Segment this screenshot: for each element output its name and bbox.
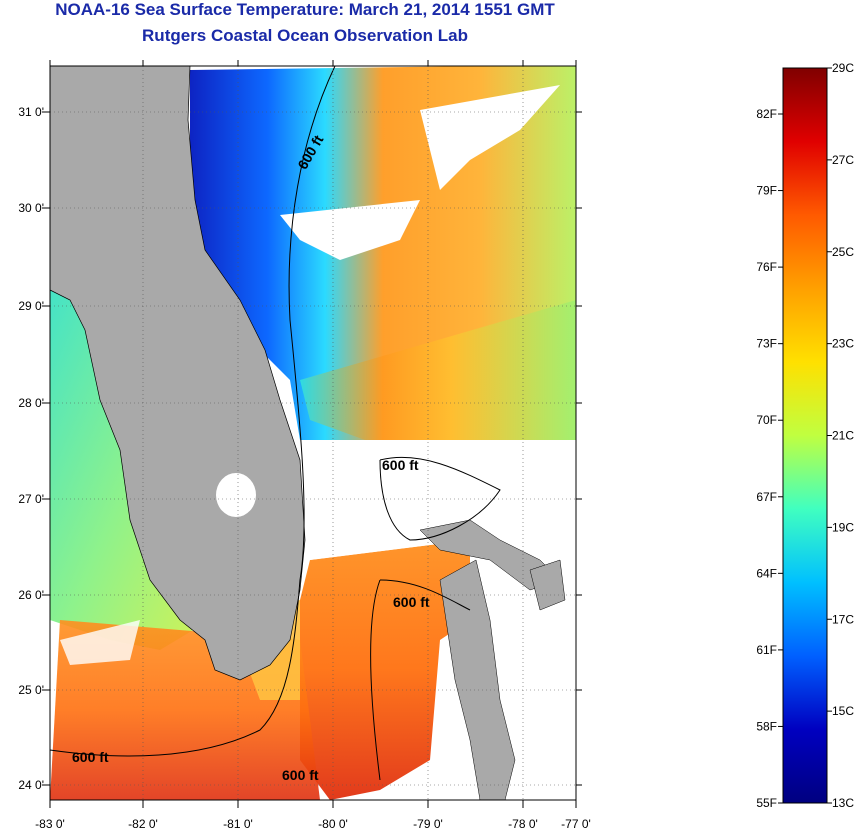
land-layer — [49, 65, 566, 801]
sst-map: 600 ft 600 ft 600 ft 600 ft 600 ft -83 0… — [18, 60, 591, 831]
colorbar-fahrenheit-label: 55F — [756, 796, 777, 810]
colorbar-fahrenheit-label: 67F — [756, 490, 777, 504]
longitude-labels: -83 0' -82 0' -81 0' -80 0' -79 0' -78 0' -77 … — [35, 817, 591, 831]
andros-island — [439, 559, 516, 801]
contour-label-bahamas: 600 ft — [382, 457, 419, 473]
colorbar-celsius-labels: 29C 27C 25C 23C 21C 19C 17C 15C 13C — [827, 61, 854, 810]
lat-lon-grid — [42, 60, 582, 808]
contour-label-straits: 600 ft — [393, 594, 430, 610]
lon-tick-label: -78 0' — [508, 817, 538, 831]
map-title: NOAA-16 Sea Surface Temperature: March 2… — [55, 0, 555, 19]
lat-tick-label: 31 0' — [18, 105, 44, 119]
colorbar-celsius-label: 19C — [832, 520, 854, 534]
florida-peninsula — [49, 65, 306, 681]
colorbar-celsius-label: 25C — [832, 245, 854, 259]
lat-tick-label: 24 0' — [18, 778, 44, 792]
latitude-labels: 31 0' 30 0' 29 0' 28 0' 27 0' 26 0' 25 0' 24 0' — [18, 105, 44, 792]
colorbar-fahrenheit-label: 61F — [756, 643, 777, 657]
colorbar-celsius-label: 15C — [832, 704, 854, 718]
colorbar-celsius-label: 23C — [832, 337, 854, 351]
lon-tick-label: -83 0' — [35, 817, 65, 831]
colorbar-fahrenheit-label: 70F — [756, 413, 777, 427]
bahamas-islands-east — [529, 559, 566, 611]
colorbar-celsius-label: 21C — [832, 429, 854, 443]
temperature-colorbar: 29C 27C 25C 23C 21C 19C 17C 15C 13C 82F 79F 76F 73F… — [756, 61, 854, 810]
contour-label-keys-west: 600 ft — [72, 749, 109, 765]
contour-label-keys-south: 600 ft — [282, 767, 319, 783]
lat-tick-label: 26 0' — [18, 588, 44, 602]
colorbar-fahrenheit-label: 73F — [756, 337, 777, 351]
colorbar-fahrenheit-label: 58F — [756, 719, 777, 733]
lon-tick-label: -81 0' — [223, 817, 253, 831]
sst-data-layer — [50, 66, 576, 800]
lat-tick-label: 28 0' — [18, 396, 44, 410]
colorbar-celsius-label: 27C — [832, 153, 854, 167]
lon-tick-label: -80 0' — [318, 817, 348, 831]
lake-okeechobee — [216, 473, 256, 517]
colorbar-scale — [782, 67, 828, 804]
map-subtitle: Rutgers Coastal Ocean Observation Lab — [142, 26, 468, 45]
colorbar-fahrenheit-label: 76F — [756, 260, 777, 274]
colorbar-fahrenheit-label: 64F — [756, 566, 777, 580]
lat-tick-label: 27 0' — [18, 492, 44, 506]
lon-tick-label: -79 0' — [413, 817, 443, 831]
colorbar-celsius-label: 29C — [832, 61, 854, 75]
lon-tick-label: -82 0' — [128, 817, 158, 831]
lat-tick-label: 30 0' — [18, 201, 44, 215]
colorbar-celsius-label: 17C — [832, 612, 854, 626]
bathymetry-contours — [49, 65, 501, 781]
map-border — [49, 65, 577, 801]
lat-tick-label: 29 0' — [18, 299, 44, 313]
colorbar-fahrenheit-labels: 82F 79F 76F 73F 70F 67F 64F 61F 58F 55F — [756, 107, 783, 810]
colorbar-fahrenheit-label: 82F — [756, 107, 777, 121]
lat-tick-label: 25 0' — [18, 683, 44, 697]
lon-tick-label: -77 0' — [561, 817, 591, 831]
colorbar-fahrenheit-label: 79F — [756, 184, 777, 198]
colorbar-celsius-label: 13C — [832, 796, 854, 810]
